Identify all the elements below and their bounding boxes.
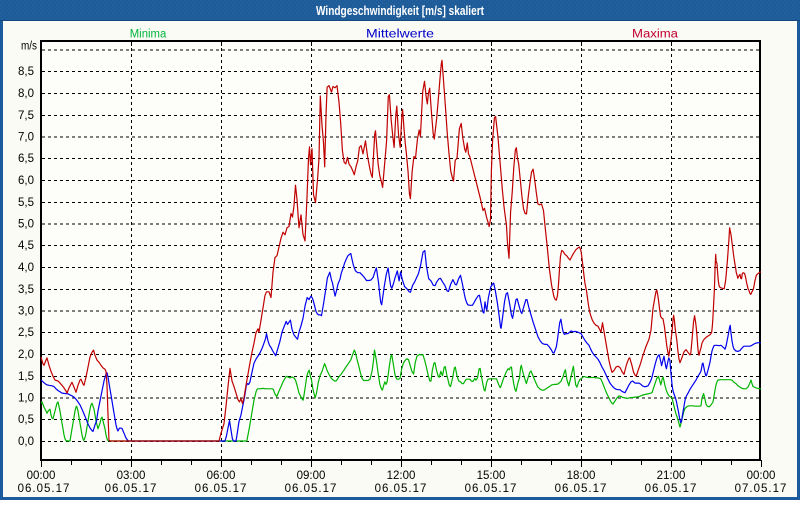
svg-text:8,5: 8,5 bbox=[18, 66, 34, 78]
svg-text:0,5: 0,5 bbox=[18, 414, 34, 426]
svg-text:1,5: 1,5 bbox=[18, 371, 34, 383]
svg-text:1,0: 1,0 bbox=[18, 393, 34, 405]
svg-text:m/s: m/s bbox=[21, 41, 37, 53]
svg-text:4,0: 4,0 bbox=[18, 262, 34, 274]
svg-text:6,5: 6,5 bbox=[18, 153, 34, 165]
svg-text:7,0: 7,0 bbox=[18, 132, 34, 144]
svg-text:3,0: 3,0 bbox=[18, 306, 34, 318]
svg-text:09:00: 09:00 bbox=[297, 470, 326, 482]
svg-text:Mittelwerte: Mittelwerte bbox=[366, 29, 434, 41]
svg-text:Minima: Minima bbox=[130, 29, 167, 41]
svg-text:5,5: 5,5 bbox=[18, 197, 34, 209]
svg-text:18:00: 18:00 bbox=[567, 470, 596, 482]
svg-text:06.05.17: 06.05.17 bbox=[18, 483, 71, 495]
svg-text:7,5: 7,5 bbox=[18, 110, 34, 122]
svg-text:4,5: 4,5 bbox=[18, 240, 34, 252]
svg-text:03:00: 03:00 bbox=[117, 470, 146, 482]
svg-text:06.05.17: 06.05.17 bbox=[195, 483, 248, 495]
svg-text:Maxima: Maxima bbox=[632, 29, 679, 41]
svg-text:06.05.17: 06.05.17 bbox=[375, 483, 428, 495]
svg-text:06:00: 06:00 bbox=[207, 470, 236, 482]
svg-text:06.05.17: 06.05.17 bbox=[285, 483, 338, 495]
svg-text:0,0: 0,0 bbox=[18, 436, 34, 448]
svg-text:06.05.17: 06.05.17 bbox=[645, 483, 698, 495]
svg-text:2,5: 2,5 bbox=[18, 327, 34, 339]
svg-text:06.05.17: 06.05.17 bbox=[465, 483, 518, 495]
svg-text:06.05.17: 06.05.17 bbox=[555, 483, 608, 495]
svg-text:2,0: 2,0 bbox=[18, 349, 34, 361]
svg-text:00:00: 00:00 bbox=[27, 470, 56, 482]
svg-text:6,0: 6,0 bbox=[18, 175, 34, 187]
svg-text:12:00: 12:00 bbox=[387, 470, 416, 482]
svg-text:07.05.17: 07.05.17 bbox=[735, 483, 788, 495]
svg-text:Windgeschwindigkeit [m/s] skal: Windgeschwindigkeit [m/s] skaliert bbox=[316, 3, 485, 18]
svg-text:5,0: 5,0 bbox=[18, 219, 34, 231]
svg-text:15:00: 15:00 bbox=[477, 470, 506, 482]
svg-text:8,0: 8,0 bbox=[18, 88, 34, 100]
svg-text:00:00: 00:00 bbox=[747, 470, 776, 482]
svg-text:3,5: 3,5 bbox=[18, 284, 34, 296]
svg-text:06.05.17: 06.05.17 bbox=[105, 483, 158, 495]
svg-text:21:00: 21:00 bbox=[657, 470, 686, 482]
